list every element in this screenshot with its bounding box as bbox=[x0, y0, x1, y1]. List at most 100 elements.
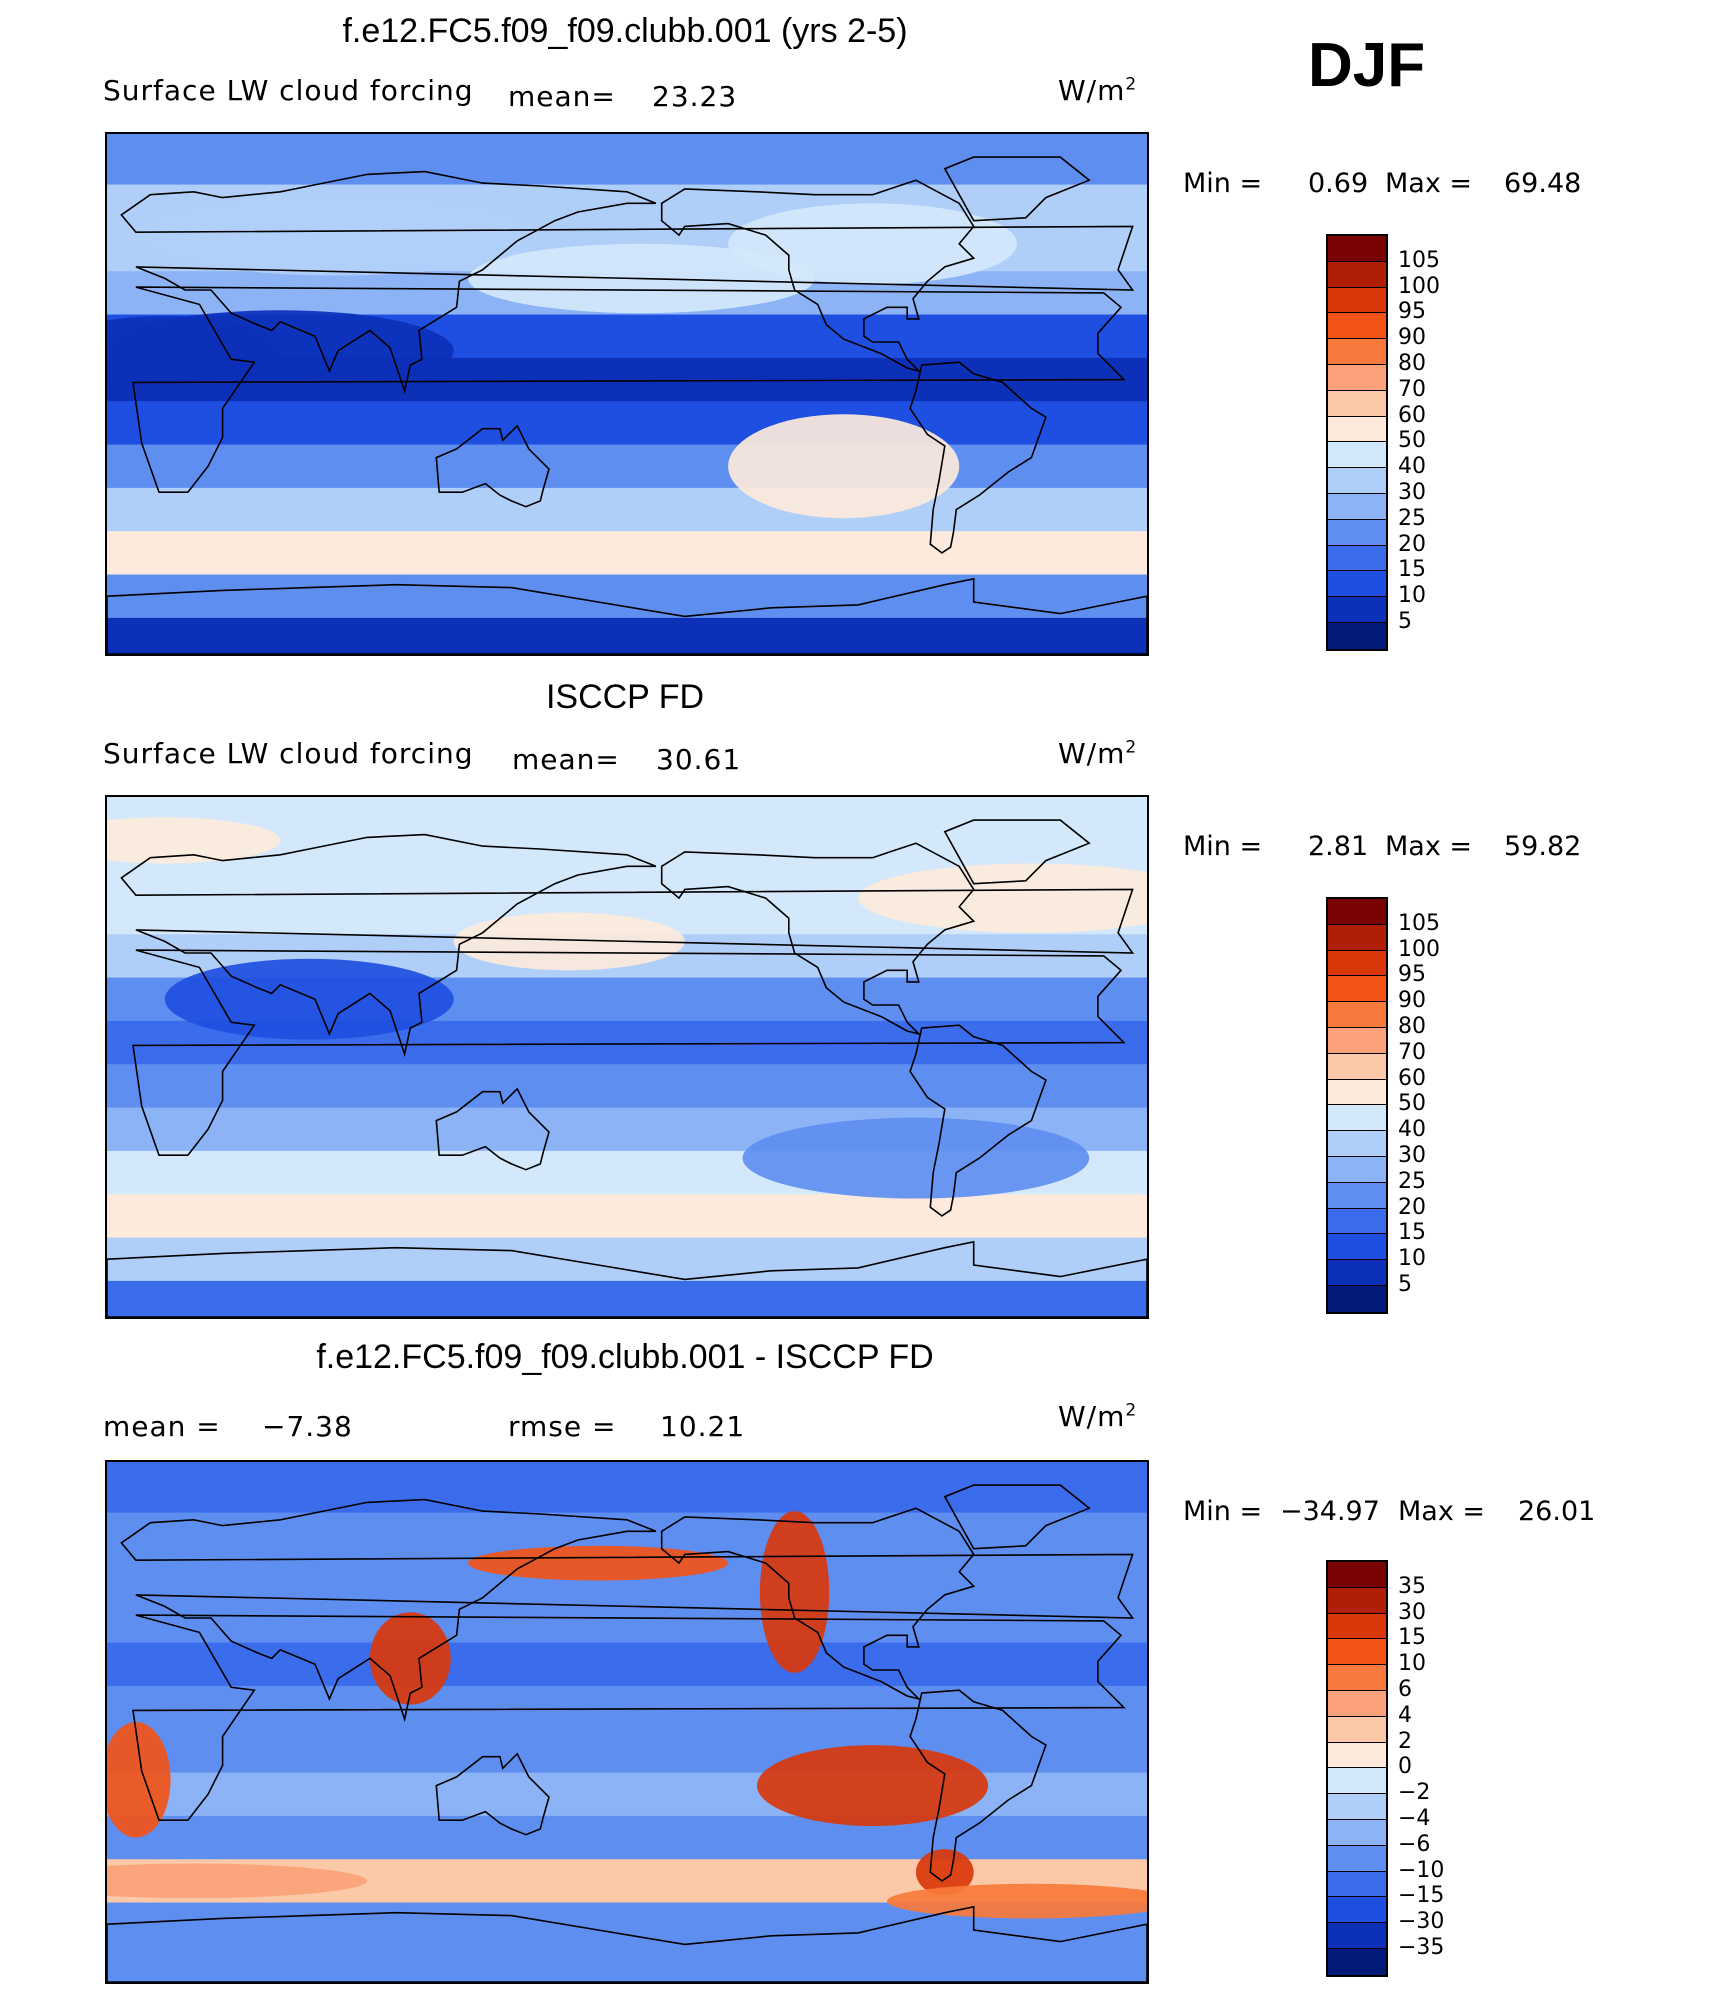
panel2-units: W/m2 bbox=[1058, 737, 1138, 770]
panel3-title: f.e12.FC5.f09_f09.clubb.001 - ISCCP FD bbox=[316, 1338, 934, 1376]
colorbar-swatch bbox=[1328, 1665, 1386, 1691]
lat-band bbox=[107, 574, 1147, 619]
field-feature bbox=[453, 912, 685, 971]
coastline bbox=[107, 577, 1147, 654]
field-feature bbox=[135, 194, 541, 276]
colorbar-tick-label: −15 bbox=[1398, 1883, 1445, 1909]
colorbar-tick-label: 60 bbox=[1398, 1065, 1426, 1091]
colorbar-swatch bbox=[1328, 442, 1386, 469]
panel2-map bbox=[105, 795, 1149, 1319]
field-feature bbox=[858, 863, 1147, 933]
colorbar-tick-label: −4 bbox=[1398, 1806, 1431, 1831]
coastline bbox=[120, 1498, 1135, 1723]
panel3-mean-label: mean = bbox=[103, 1410, 221, 1443]
colorbar-swatch bbox=[1328, 1587, 1386, 1614]
coastline bbox=[132, 286, 1126, 493]
field-feature bbox=[369, 1612, 451, 1705]
colorbar-tick-label: 5 bbox=[1398, 1272, 1412, 1297]
field-feature bbox=[887, 1883, 1147, 1919]
season-label: DJF bbox=[1308, 31, 1426, 100]
lat-band bbox=[107, 444, 1147, 489]
field-feature bbox=[107, 817, 281, 864]
colorbar-tick-label: 40 bbox=[1398, 1117, 1426, 1143]
panel2-min-value: 2.81 bbox=[1308, 831, 1369, 862]
panel3-colorbar bbox=[1326, 1560, 1388, 1977]
panel3-max-label: Max = bbox=[1398, 1496, 1486, 1527]
panel3-map bbox=[105, 1460, 1149, 1984]
colorbar-swatch bbox=[1328, 1002, 1386, 1028]
panel1-mean-value: 23.23 bbox=[652, 80, 738, 113]
panel1-max-value: 69.48 bbox=[1504, 168, 1582, 199]
colorbar-tick-label: 80 bbox=[1398, 351, 1426, 376]
colorbar-tick-label: 30 bbox=[1398, 480, 1426, 505]
panel3-min-value: −34.97 bbox=[1280, 1496, 1380, 1527]
colorbar-swatch bbox=[1328, 1131, 1386, 1157]
colorbar-tick-label: 60 bbox=[1398, 402, 1426, 428]
colorbar-tick-label: 105 bbox=[1398, 910, 1440, 936]
colorbar-swatch bbox=[1328, 950, 1386, 977]
lat-band bbox=[107, 1194, 1147, 1239]
coastline bbox=[435, 1087, 550, 1171]
lat-band bbox=[107, 1642, 1147, 1687]
panel1-colorbar bbox=[1326, 234, 1388, 651]
colorbar-swatch bbox=[1328, 1053, 1386, 1080]
colorbar-swatch bbox=[1328, 390, 1386, 417]
lat-band bbox=[107, 134, 1147, 186]
panel2-variable: Surface LW cloud forcing bbox=[103, 737, 474, 770]
colorbar-swatch bbox=[1328, 519, 1386, 546]
panel2-max-label: Max = bbox=[1385, 831, 1473, 862]
colorbar-tick-label: 100 bbox=[1398, 936, 1440, 962]
colorbar-swatch bbox=[1328, 493, 1386, 520]
coastline bbox=[120, 833, 1135, 1058]
colorbar-swatch bbox=[1328, 1897, 1386, 1924]
colorbar-tick-label: 90 bbox=[1398, 325, 1426, 351]
colorbar-swatch bbox=[1328, 571, 1386, 598]
coastline bbox=[132, 1614, 1126, 1821]
field-feature bbox=[107, 316, 281, 386]
colorbar-tick-label: 80 bbox=[1398, 1014, 1426, 1039]
colorbar-tick-label: 70 bbox=[1398, 1039, 1426, 1065]
colorbar-tick-label: 95 bbox=[1398, 962, 1426, 988]
coastline bbox=[660, 1507, 976, 1701]
field-feature bbox=[915, 1849, 974, 1896]
colorbar-swatch bbox=[1328, 1819, 1386, 1846]
colorbar-tick-label: 90 bbox=[1398, 988, 1426, 1014]
colorbar-tick-label: 10 bbox=[1398, 1651, 1426, 1677]
panel2-features bbox=[107, 817, 1147, 1199]
colorbar-swatch bbox=[1328, 1182, 1386, 1209]
field-feature bbox=[759, 1511, 830, 1673]
panel2-mean-label: mean= bbox=[512, 743, 620, 776]
panel1-title: f.e12.FC5.f09_f09.clubb.001 (yrs 2-5) bbox=[342, 12, 908, 50]
panel1-features bbox=[107, 194, 1017, 519]
panel1-coastlines bbox=[107, 156, 1147, 654]
panel2-max-value: 59.82 bbox=[1504, 831, 1582, 862]
colorbar-swatch bbox=[1328, 899, 1386, 925]
colorbar-swatch bbox=[1328, 597, 1386, 623]
colorbar-swatch bbox=[1328, 416, 1386, 443]
colorbar-swatch bbox=[1328, 236, 1386, 262]
colorbar-swatch bbox=[1328, 1079, 1386, 1106]
panel1-min-value: 0.69 bbox=[1308, 168, 1369, 199]
colorbar-swatch bbox=[1328, 545, 1386, 572]
panel3-rmse-label: rmse = bbox=[508, 1410, 617, 1443]
lat-band bbox=[107, 617, 1147, 654]
panel3-min-label: Min = bbox=[1183, 1496, 1263, 1527]
panel2-title: ISCCP FD bbox=[545, 678, 705, 716]
panel2-mean-value: 30.61 bbox=[656, 743, 742, 776]
panel3-map-svg bbox=[107, 1462, 1147, 1982]
colorbar-tick-label: 15 bbox=[1398, 557, 1426, 583]
colorbar-tick-label: 30 bbox=[1398, 1599, 1426, 1625]
lat-band bbox=[107, 1815, 1147, 1860]
panel1-units: W/m2 bbox=[1058, 74, 1138, 107]
colorbar-swatch bbox=[1328, 1690, 1386, 1717]
colorbar-tick-label: 2 bbox=[1398, 1728, 1412, 1754]
colorbar-tick-label: 30 bbox=[1398, 1143, 1426, 1168]
colorbar-tick-label: 105 bbox=[1398, 247, 1440, 273]
panel1-max-label: Max = bbox=[1385, 168, 1473, 199]
colorbar-tick-label: 10 bbox=[1398, 583, 1426, 609]
coastline bbox=[660, 842, 976, 1036]
coastline bbox=[660, 179, 976, 373]
colorbar-swatch bbox=[1328, 1845, 1386, 1872]
colorbar-swatch bbox=[1328, 287, 1386, 314]
panel2-map-svg bbox=[107, 797, 1147, 1317]
